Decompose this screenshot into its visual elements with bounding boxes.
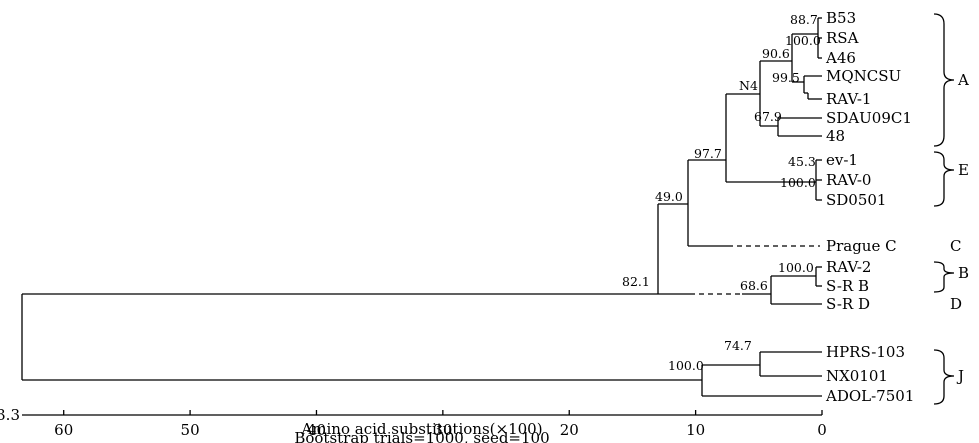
axis-tick-label: 0 [817,421,827,439]
group-label-e: E [958,161,969,179]
bootstrap-label: 45.3 [788,154,816,169]
taxon-label: 48 [826,127,845,145]
group-brace-e [933,151,955,207]
taxon-label: RAV-0 [826,171,871,189]
group-brace-j [933,349,955,405]
bootstrap-caption: Bootstrap trials=1000, seed=100 [294,429,549,443]
group-braces [933,13,955,405]
group-label-a: A [957,71,969,89]
taxon-label: S-R B [826,277,869,295]
axis-tick-label: 30 [433,421,452,439]
bootstrap-label: 67.9 [754,109,782,124]
taxon-label: MQNCSU [826,67,901,85]
bootstrap-label: 74.7 [724,338,752,353]
bootstrap-label: 100.0 [778,260,814,275]
taxon-label: RAV-2 [826,258,871,276]
scale-axis: 63.3 60 50 40 30 20 10 0 [0,406,827,439]
axis-extent-label: 63.3 [0,406,20,424]
group-brace-b [933,261,955,293]
bootstrap-label: 82.1 [622,274,650,289]
axis-tick-label: 40 [307,421,326,439]
group-label-b: B [958,264,969,282]
axis-tick-label: 20 [560,421,579,439]
bootstrap-label: 88.7 [790,12,818,27]
taxon-label: SDAU09C1 [826,109,912,127]
taxon-label: ev-1 [826,151,858,169]
taxon-label: S-R D [826,295,870,313]
bootstrap-label: 99.5 [772,70,800,85]
bootstrap-label: 100.0 [785,33,821,48]
taxon-label: HPRS-103 [826,343,905,361]
bootstrap-label: 90.6 [762,46,790,61]
bootstrap-label: 100.0 [780,175,816,190]
axis-tick-label: 50 [181,421,200,439]
tree-branches [21,17,822,397]
group-label-c: C [950,237,961,255]
bootstrap-label: N4 [739,78,758,93]
group-labels: A E C B D J [950,71,969,385]
taxon-label: ADOL-7501 [825,387,914,405]
taxon-label: B53 [826,9,856,27]
taxon-label: A46 [825,49,856,67]
axis-caption: Amino acid substitutions(×100) [300,420,542,438]
group-label-d: D [950,295,962,313]
taxon-labels: B53 RSA A46 MQNCSU RAV-1 SDAU09C1 48 ev-… [825,9,914,405]
bootstrap-label: 100.0 [668,358,704,373]
bootstrap-label: 97.7 [694,146,722,161]
bootstrap-label: 68.6 [740,278,768,293]
taxon-label: NX0101 [826,367,888,385]
axis-tick-label: 60 [54,421,73,439]
bootstrap-labels: 88.7 100.0 90.6 99.5 N4 67.9 97.7 45.3 1… [622,12,821,373]
group-brace-a [933,13,955,147]
taxon-label: SD0501 [826,191,886,209]
bootstrap-label: 49.0 [655,189,683,204]
taxon-label: RAV-1 [826,90,871,108]
axis-tick-label: 10 [686,421,705,439]
taxon-label: RSA [826,29,859,47]
taxon-label: Prague C [826,237,897,255]
group-label-j: J [956,367,964,385]
